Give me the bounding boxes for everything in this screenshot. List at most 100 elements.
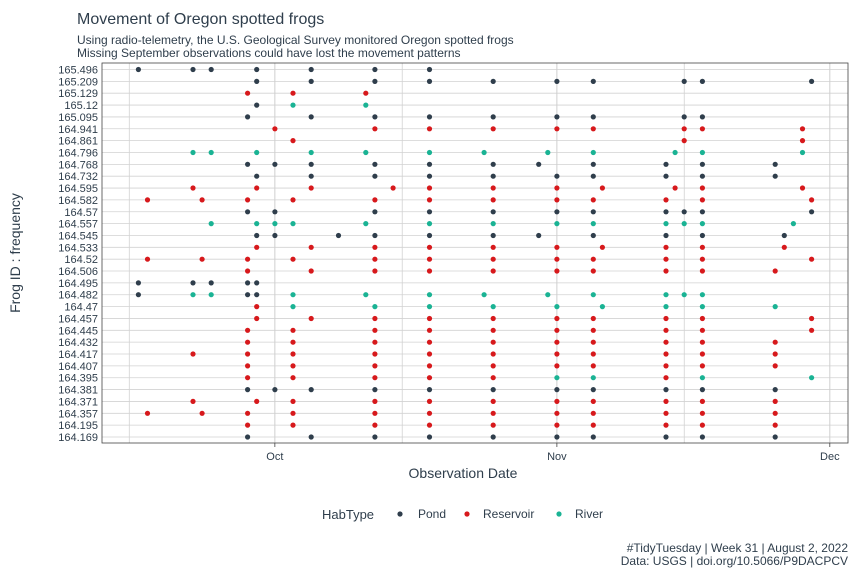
point-river	[363, 102, 369, 108]
point-pond	[590, 161, 596, 167]
legend-label-pond: Pond	[418, 507, 446, 521]
point-river	[208, 221, 214, 227]
point-pond	[490, 78, 496, 84]
point-pond	[272, 209, 278, 215]
point-pond	[699, 114, 706, 120]
point-river	[790, 221, 797, 227]
point-reservoir	[254, 315, 260, 322]
point-pond	[590, 173, 596, 179]
legend-title: HabType	[322, 507, 374, 522]
point-reservoir	[809, 327, 815, 333]
point-reservoir	[554, 351, 560, 357]
caption-line-2: Data: USGS | doi.org/10.5066/P9DACPCV	[621, 554, 848, 568]
point-pond	[772, 387, 778, 393]
point-pond	[190, 280, 196, 286]
point-reservoir	[245, 327, 251, 333]
point-reservoir	[490, 398, 496, 404]
point-pond	[426, 161, 433, 167]
point-pond	[772, 161, 778, 167]
point-pond	[308, 114, 314, 120]
point-reservoir	[699, 339, 706, 345]
y-tick-label: 164.417	[58, 349, 98, 361]
point-reservoir	[663, 256, 669, 262]
point-river	[554, 221, 560, 227]
point-reservoir	[699, 185, 706, 191]
legend-label-reservoir: Reservoir	[483, 507, 534, 521]
point-reservoir	[490, 315, 496, 322]
point-reservoir	[663, 422, 669, 428]
point-pond	[308, 434, 314, 440]
point-reservoir	[290, 90, 296, 96]
point-pond	[809, 78, 815, 84]
point-reservoir	[190, 398, 196, 404]
point-reservoir	[663, 398, 669, 404]
point-pond	[536, 232, 542, 239]
point-pond	[490, 161, 496, 167]
point-reservoir	[490, 327, 496, 333]
point-pond	[190, 66, 196, 73]
point-reservoir	[245, 410, 251, 416]
point-reservoir	[254, 244, 260, 250]
point-reservoir	[663, 197, 669, 203]
data-points	[135, 66, 815, 440]
point-river	[190, 292, 196, 298]
point-pond	[663, 209, 669, 215]
point-reservoir	[554, 244, 560, 250]
point-river	[772, 304, 778, 310]
point-pond	[554, 173, 560, 179]
point-reservoir	[290, 351, 296, 357]
point-river	[208, 292, 214, 298]
point-reservoir	[290, 398, 296, 404]
point-reservoir	[290, 197, 296, 203]
point-reservoir	[590, 197, 596, 203]
point-reservoir	[681, 138, 687, 144]
chart-subtitle-line-1: Using radio-telemetry, the U.S. Geologic…	[77, 33, 514, 47]
point-pond	[372, 78, 378, 84]
point-reservoir	[426, 315, 433, 322]
point-reservoir	[590, 256, 596, 262]
point-pond	[590, 434, 596, 440]
point-reservoir	[699, 398, 706, 404]
point-reservoir	[699, 268, 706, 274]
point-pond	[245, 292, 251, 298]
point-reservoir	[490, 126, 496, 132]
point-pond	[590, 78, 596, 84]
point-reservoir	[372, 351, 378, 357]
point-river	[490, 304, 496, 310]
point-reservoir	[663, 363, 669, 369]
point-reservoir	[599, 185, 606, 191]
point-pond	[372, 434, 378, 440]
point-reservoir	[372, 327, 378, 333]
point-reservoir	[308, 315, 314, 322]
point-river	[663, 304, 669, 310]
point-reservoir	[772, 268, 778, 274]
point-pond	[308, 161, 314, 167]
point-pond	[590, 232, 596, 239]
point-reservoir	[245, 90, 251, 96]
point-pond	[245, 387, 251, 393]
point-pond	[372, 66, 378, 73]
point-reservoir	[554, 339, 560, 345]
point-river	[663, 292, 669, 298]
point-reservoir	[554, 315, 560, 322]
point-pond	[272, 232, 278, 239]
point-pond	[663, 173, 669, 179]
point-river	[545, 149, 551, 156]
y-tick-label: 164.595	[58, 183, 98, 195]
point-river	[672, 149, 678, 156]
y-tick-label: 164.861	[58, 136, 98, 148]
point-reservoir	[426, 197, 433, 203]
y-tick-label: 164.941	[58, 124, 98, 136]
point-pond	[590, 387, 596, 393]
point-reservoir	[781, 244, 787, 250]
point-reservoir	[372, 363, 378, 369]
point-pond	[254, 280, 260, 286]
point-reservoir	[699, 197, 706, 203]
point-reservoir	[245, 351, 251, 357]
point-river	[699, 221, 706, 227]
y-tick-label: 164.57	[64, 207, 98, 219]
point-reservoir	[554, 197, 560, 203]
point-reservoir	[144, 256, 151, 262]
y-tick-label: 164.768	[58, 159, 98, 171]
point-pond	[426, 78, 433, 84]
